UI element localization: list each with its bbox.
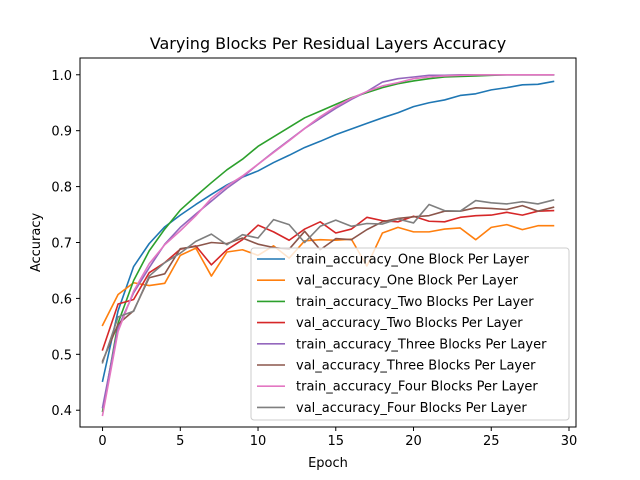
y-tick-label: 0.7 <box>51 237 72 252</box>
series-line-7 <box>101 73 555 417</box>
y-tick-label: 0.9 <box>51 125 72 140</box>
legend-entry-label: val_accuracy_Four Blocks Per Layer <box>296 401 527 416</box>
x-tick-label: 5 <box>176 434 184 449</box>
legend-entry-label: val_accuracy_One Block Per Layer <box>296 274 519 289</box>
series-line-2 <box>101 223 555 327</box>
y-tick-label: 0.5 <box>51 348 72 363</box>
y-tick-label: 0.4 <box>51 404 72 419</box>
legend: train_accuracy_One Block Per Layer val_ac… <box>250 247 570 421</box>
axes-ticks: 0 5 10 15 20 25 30 0.4 0.5 0.6 0.7 0.8 0.9 1.0 <box>51 69 577 449</box>
legend-entry-label: train_accuracy_One Block Per Layer <box>296 253 530 268</box>
y-axis-label: Accuracy <box>29 213 44 273</box>
legend-box <box>250 247 570 421</box>
legend-entry-label: train_accuracy_Three Blocks Per Layer <box>296 337 547 352</box>
series-line-3 <box>101 73 555 413</box>
y-tick-label: 0.8 <box>51 181 72 196</box>
x-axis-label: Epoch <box>308 456 348 471</box>
y-tick-label: 1.0 <box>51 69 72 84</box>
plot-frame <box>79 57 577 428</box>
legend-entry-label: train_accuracy_Two Blocks Per Layer <box>296 295 534 310</box>
x-tick-label: 20 <box>405 434 422 449</box>
legend-entry-label: train_accuracy_Four Blocks Per Layer <box>296 380 538 395</box>
x-tick-label: 0 <box>98 434 106 449</box>
series-lines <box>101 73 555 417</box>
legend-entry-label: val_accuracy_Three Blocks Per Layer <box>296 359 536 374</box>
y-tick-label: 0.6 <box>51 292 72 307</box>
x-tick-label: 30 <box>561 434 578 449</box>
chart-title: Varying Blocks Per Residual Layers Accur… <box>150 34 506 53</box>
x-tick-label: 25 <box>483 434 500 449</box>
x-tick-label: 15 <box>328 434 345 449</box>
series-line-1 <box>101 80 555 383</box>
series-line-6 <box>101 204 555 363</box>
x-tick-label: 10 <box>250 434 267 449</box>
legend-entry-label: val_accuracy_Two Blocks Per Layer <box>296 316 523 331</box>
series-line-8 <box>101 199 555 364</box>
